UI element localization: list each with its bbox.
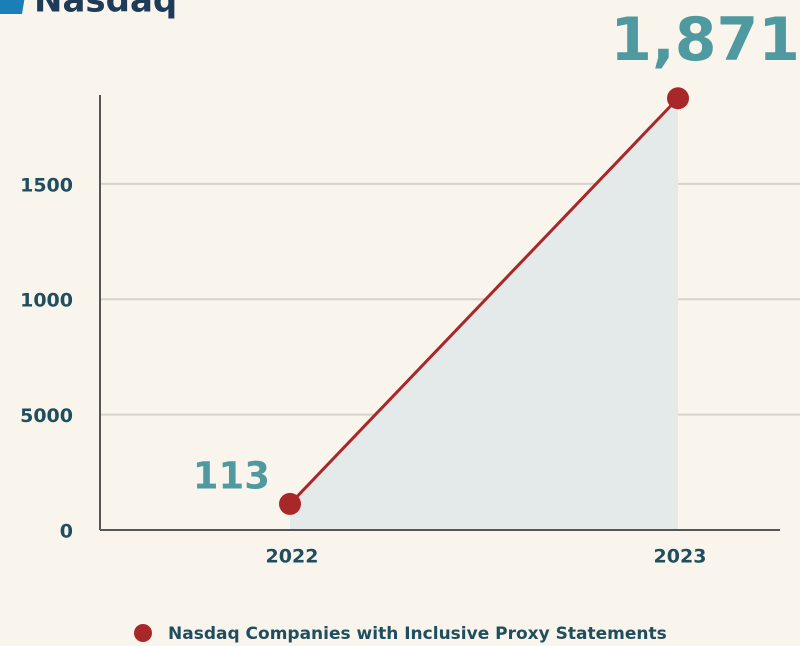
value-label: 1,871 [610,5,800,75]
legend-label: Nasdaq Companies with Inclusive Proxy St… [168,624,667,644]
legend-marker [134,624,152,642]
point [667,87,689,110]
y-tick-label: 5000 [20,405,73,427]
value-label: 113 [193,454,270,497]
logo-icon [0,0,25,14]
logo: Nasdaq [34,0,177,21]
x-tick-label: 2023 [654,546,707,568]
y-tick-label: 1000 [20,290,73,312]
point [279,492,301,515]
area [290,98,678,530]
y-tick-label: 1500 [20,174,73,196]
y-tick-label: 0 [60,521,73,543]
x-tick-label: 2022 [266,546,319,568]
line [288,97,680,505]
